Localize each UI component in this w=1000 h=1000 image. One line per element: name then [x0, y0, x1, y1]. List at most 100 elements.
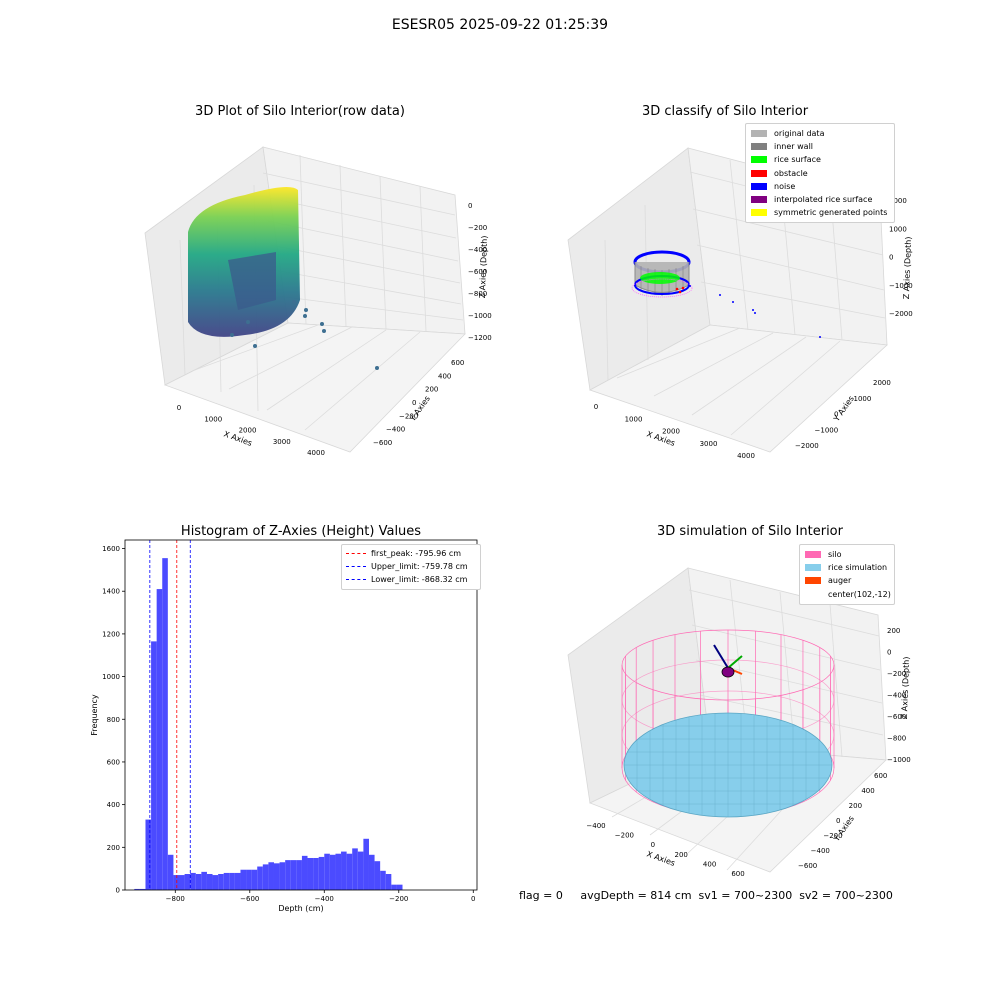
legend-swatch	[751, 169, 767, 177]
legend-label: symmetric generated points	[774, 208, 888, 218]
histogram-bar	[134, 888, 140, 890]
x-tick-label: 0	[594, 403, 598, 411]
legend-swatch	[805, 577, 821, 585]
histogram-bar	[179, 875, 185, 890]
x-tick-label: 0	[177, 404, 181, 412]
histogram-bar	[151, 641, 157, 890]
histogram-bar	[385, 873, 392, 890]
legend-item: inner wall	[751, 140, 889, 153]
histogram-bar	[218, 873, 224, 890]
panel1-title: 3D Plot of Silo Interior(row data)	[195, 104, 405, 119]
histogram-bar	[346, 853, 353, 890]
legend-label: Lower_limit: -868.32 cm	[371, 575, 468, 585]
legend-label: obstacle	[774, 168, 808, 178]
legend-swatch	[751, 196, 767, 204]
histogram-bar	[246, 869, 252, 890]
x-tick-label: 1000	[625, 415, 643, 423]
z-tick-label: −600	[468, 268, 487, 276]
legend-swatch	[346, 579, 366, 581]
histogram-bar	[240, 869, 247, 890]
panel3-ylabel: Frequency	[90, 694, 99, 736]
histogram-bar	[201, 871, 207, 890]
legend-item: first_peak: -795.96 cm	[346, 547, 476, 560]
panel1-outlier-points	[230, 300, 379, 370]
z-tick-label: −400	[468, 246, 487, 254]
y-tick-label: 600	[451, 359, 464, 367]
histogram-bar	[273, 863, 280, 890]
histogram-bar	[251, 869, 258, 890]
histogram-bar	[234, 872, 241, 890]
y-tick-label: 200	[107, 844, 120, 852]
figure-title: ESESR05 2025-09-22 01:25:39	[391, 17, 609, 33]
y-tick-label: 600	[107, 758, 120, 766]
x-tick-label: 2000	[662, 428, 680, 436]
panel2-noise-points	[689, 285, 821, 338]
histogram-bar	[162, 558, 168, 890]
histogram-bar	[290, 860, 297, 890]
legend-swatch	[751, 209, 767, 217]
y-tick-label: 1000	[854, 395, 872, 403]
histogram-bar	[363, 838, 369, 890]
histogram-bar	[324, 853, 330, 890]
histogram-bar	[352, 848, 358, 890]
histogram-bar	[145, 819, 152, 890]
status-footer: flag = 0 avgDepth = 814 cm sv1 = 700~230…	[519, 889, 893, 902]
histogram-bar	[301, 855, 308, 890]
x-tick-label: −400	[315, 895, 334, 903]
panel2-classified-points	[631, 250, 821, 338]
panel2-rice-surface	[640, 272, 680, 284]
histogram-bar	[139, 888, 146, 890]
legend-item: interpolated rice surface	[751, 193, 889, 206]
y-tick-label: 600	[874, 772, 887, 780]
histogram-bar	[167, 854, 174, 890]
y-tick-label: 1400	[102, 588, 120, 596]
legend-item: silo	[805, 548, 889, 561]
y-tick-label: 0	[116, 887, 120, 895]
legend-swatch	[805, 564, 821, 572]
legend-item: original data	[751, 127, 889, 140]
legend-item: rice simulation	[805, 561, 889, 574]
x-tick-label: −200	[389, 895, 408, 903]
histogram-bar	[313, 857, 319, 890]
histogram-bar	[335, 853, 342, 890]
panel4-auger-axis-y	[727, 655, 743, 669]
z-tick-label: −1000	[468, 312, 492, 320]
histogram-bar	[296, 860, 302, 890]
z-tick-label: −1000	[889, 282, 913, 290]
z-tick-label: −800	[887, 735, 906, 743]
panel1-inner-region	[228, 252, 276, 310]
x-tick-label: 4000	[307, 449, 325, 457]
z-tick-label: −1000	[887, 756, 911, 764]
legend-swatch	[751, 156, 767, 164]
legend-label: Upper_limit: -759.78 cm	[371, 562, 468, 572]
histogram-bar	[396, 884, 403, 890]
legend-label: inner wall	[774, 142, 814, 152]
z-tick-label: 0	[887, 649, 891, 657]
y-tick-label: 0	[412, 399, 416, 407]
panel4-auger-axis-z	[713, 644, 729, 669]
histogram-bar	[184, 873, 191, 890]
y-tick-label: −400	[386, 426, 405, 434]
panel4-rice-simulation	[623, 712, 833, 818]
histogram-bar	[307, 857, 314, 890]
y-tick-label: −200	[399, 412, 418, 420]
panel3-title: Histogram of Z-Axies (Height) Values	[180, 524, 422, 539]
legend-item: noise	[751, 180, 889, 193]
panel1-floor-pane	[163, 322, 466, 453]
panel2-floor-pane	[589, 324, 888, 453]
z-tick-label: −800	[468, 290, 487, 298]
x-tick-label: 4000	[737, 452, 755, 460]
y-tick-label: 1600	[102, 545, 120, 553]
legend-swatch	[751, 143, 767, 151]
y-tick-label: 1000	[102, 673, 120, 681]
x-tick-label: 0	[471, 895, 475, 903]
y-tick-label: −1000	[815, 426, 839, 434]
histogram-bar	[257, 866, 263, 890]
y-tick-label: 400	[107, 801, 120, 809]
histogram-bar	[318, 856, 325, 890]
legend-item: symmetric generated points	[751, 206, 889, 219]
histogram-bar	[380, 870, 386, 890]
y-tick-label: 400	[861, 787, 874, 795]
x-tick-label: −800	[166, 895, 185, 903]
